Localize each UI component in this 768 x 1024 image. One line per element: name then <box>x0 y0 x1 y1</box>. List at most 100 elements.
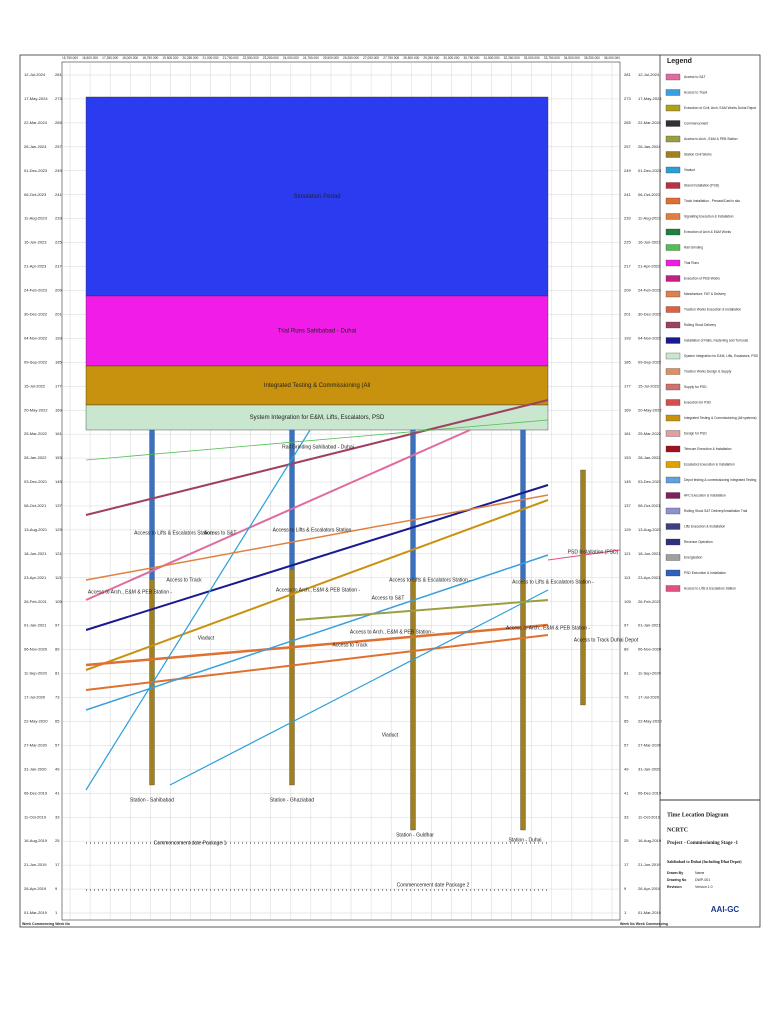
legend-swatch <box>665 507 681 515</box>
date-left: 11-Oct-2019 <box>24 814 47 819</box>
chainage: 36,000.000 <box>604 56 620 60</box>
week-left: 177 <box>55 383 62 388</box>
tb-value: DWP-001 <box>695 878 710 882</box>
date-left: 01-Dec-2023 <box>24 168 48 173</box>
week-right: 217 <box>624 264 631 269</box>
annotation: Access to Lifts & Escalators Station <box>273 527 352 533</box>
station-upper <box>410 430 416 580</box>
date-left: 06-Nov-2020 <box>24 647 48 652</box>
week-right: 89 <box>624 647 629 652</box>
date-right: 24-Feb-2023 <box>638 288 662 293</box>
week-left: 121 <box>55 551 62 556</box>
date-left: 18-Jun-2021 <box>24 551 47 556</box>
annotation: Access to S&T <box>372 595 405 601</box>
date-right: 04-Nov-2022 <box>638 335 662 340</box>
week-left: 281 <box>55 72 62 77</box>
activity-line <box>85 429 311 791</box>
legend-swatch <box>665 182 681 189</box>
week-right: 1 <box>624 910 627 915</box>
week-left: 49 <box>55 766 60 771</box>
week-right: 33 <box>624 814 629 819</box>
week-left: 233 <box>55 216 62 221</box>
legend-label: Traction Works Execution & Installation <box>684 307 741 311</box>
legend-swatch <box>665 461 681 468</box>
legend-swatch <box>665 321 681 329</box>
week-right: 169 <box>624 407 631 412</box>
tb-title: Time Location Diagram <box>667 812 729 818</box>
legend-label: Installation of Rails, Fastening and Tur… <box>684 338 748 342</box>
date-right: 23-Apr-2021 <box>638 575 661 580</box>
chainage: 19,500.000 <box>162 56 178 60</box>
week-right: 65 <box>624 719 629 724</box>
week-right: 49 <box>624 766 629 771</box>
legend-label: Manufacture, FAT & Delivery <box>684 292 726 296</box>
week-right: 273 <box>624 96 631 101</box>
date-right: 01-Mar-2019 <box>638 910 662 915</box>
week-left: 257 <box>55 144 62 149</box>
date-left: 09-Sep-2022 <box>24 359 48 364</box>
date-right: 01-Dec-2023 <box>638 168 662 173</box>
legend-swatch <box>665 275 681 282</box>
legend-swatch <box>665 445 681 453</box>
date-right: 30-Dec-2022 <box>638 311 662 316</box>
week-left: 169 <box>55 407 62 412</box>
chainage: 25,500.000 <box>323 56 339 60</box>
week-left: 73 <box>55 695 60 700</box>
date-right: 27-Mar-2020 <box>638 742 662 747</box>
legend-swatch <box>665 585 681 592</box>
date-right: 15-Jul-2022 <box>638 383 660 388</box>
week-right: 265 <box>624 120 631 125</box>
legend-swatch <box>665 73 681 81</box>
legend-swatch <box>665 538 681 546</box>
legend-swatch <box>665 430 681 437</box>
annotation: Access to Arch., E&M & PEB Station - <box>88 589 173 595</box>
legend-swatch <box>665 213 681 220</box>
date-right: 06-Dec-2019 <box>638 790 662 795</box>
legend-swatch <box>665 492 681 499</box>
annotation: Viaduct <box>198 635 215 641</box>
legend-swatch <box>665 414 681 422</box>
activity-block <box>85 365 549 406</box>
week-left: 217 <box>55 264 62 269</box>
legend-label: Viaduct <box>684 168 695 172</box>
annotation: Access to Lifts & Escalators Station - <box>512 579 594 585</box>
legend-label: Supply for PSD <box>684 385 707 389</box>
date-left: 15-Jul-2022 <box>24 383 46 388</box>
date-left: 11-Sep-2020 <box>24 671 48 676</box>
legend-label: Execution of PEB Works <box>684 276 720 280</box>
legend-swatch <box>665 337 681 344</box>
annotation: Access to Track <box>166 577 202 583</box>
date-right: 26-Jan-2024 <box>638 144 661 149</box>
date-left: 21-Jun-2019 <box>24 862 47 867</box>
week-right: 137 <box>624 503 631 508</box>
date-left: 25-Mar-2022 <box>24 431 48 436</box>
legend-label: Rolling Stock S&T Delivery/Installation … <box>684 509 747 513</box>
chainage: 24,000.000 <box>283 56 299 60</box>
date-right: 21-Apr-2023 <box>638 264 661 269</box>
legend-label: Rail Grinding <box>684 245 703 249</box>
block-label: System Integration for E&M, Lifts, Escal… <box>250 415 385 421</box>
date-right: 16-Jun-2023 <box>638 240 661 245</box>
date-right: 20-May-2022 <box>638 407 662 412</box>
activity-line <box>85 494 549 581</box>
date-left: 11-Aug-2023 <box>24 216 48 221</box>
legend-swatch <box>665 399 681 406</box>
date-right: 03-Dec-2021 <box>638 479 662 484</box>
legend-swatch <box>665 352 681 360</box>
chainage: 29,250.000 <box>423 56 439 60</box>
tb-section: Sahibabad to Duhai (Including Dhai Depot… <box>667 859 742 864</box>
week-right: 129 <box>624 527 631 532</box>
chainage: 30,750.000 <box>464 56 480 60</box>
legend-swatch <box>665 120 681 127</box>
week-left: 105 <box>55 599 62 604</box>
date-left: 06-Oct-2023 <box>24 192 47 197</box>
annotation: Station - Sahibabad <box>130 797 174 803</box>
chainage: 30,000.000 <box>443 56 459 60</box>
annotation: Access to Lifts & Escalators Station - <box>389 577 471 583</box>
annotation: Rail Grinding Sahibabad - Duhai <box>282 444 354 450</box>
week-right: 233 <box>624 216 631 221</box>
week-left: 161 <box>55 431 62 436</box>
chainage: 33,000.000 <box>524 56 540 60</box>
tb-field: Drawing No <box>667 878 686 882</box>
week-left: 25 <box>55 838 60 843</box>
